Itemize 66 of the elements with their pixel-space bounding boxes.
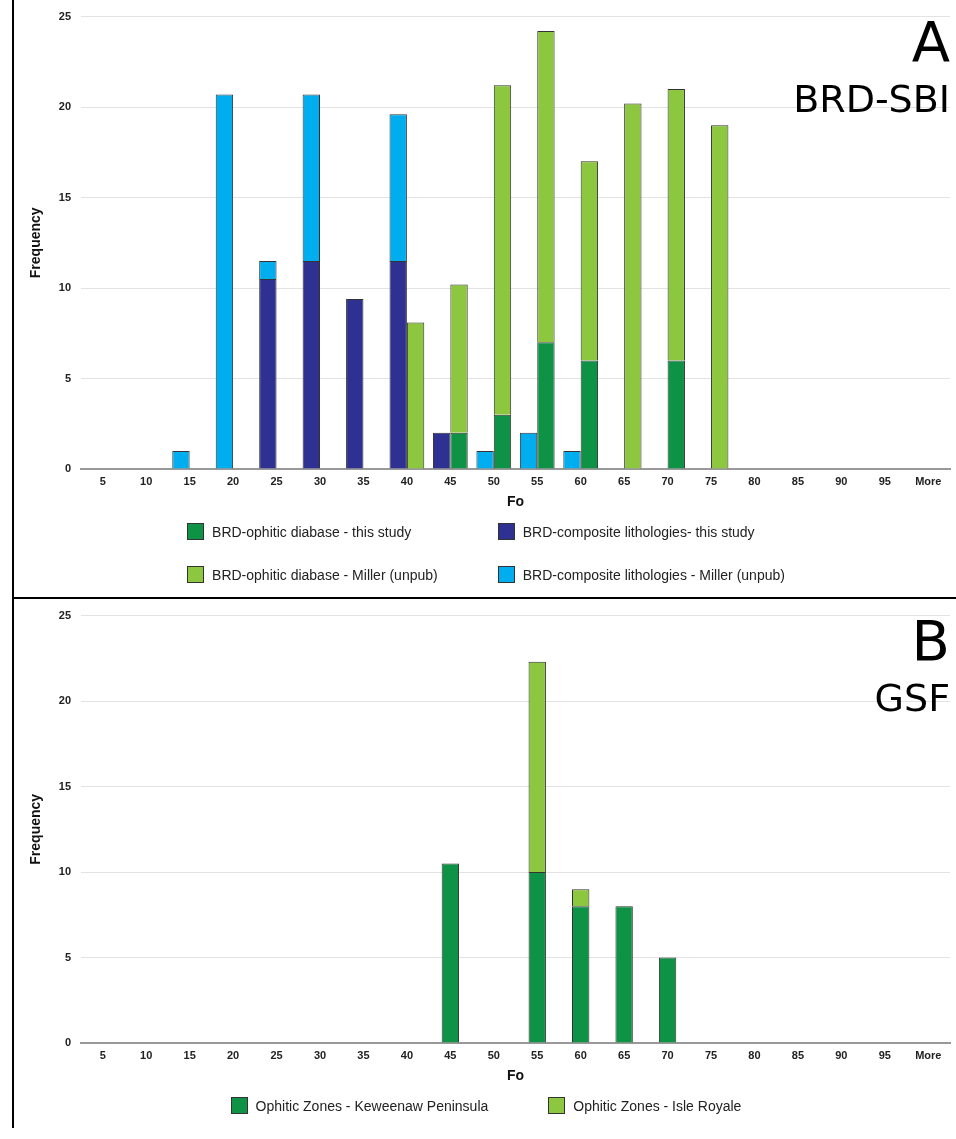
y-tick-label: 0 (64, 1036, 72, 1049)
x-tick-label: More (915, 1048, 942, 1061)
x-tick-label: 40 (400, 1048, 414, 1061)
x-tick-label: 35 (357, 1048, 370, 1061)
x-tick-label: 30 (313, 474, 327, 487)
x-tick-label: 95 (878, 1048, 891, 1061)
x-tick-label: 15 (183, 1048, 196, 1061)
x-tick-label: 20 (226, 474, 240, 487)
x-tick-label: 50 (487, 474, 500, 487)
x-tick-label: 5 (99, 474, 106, 487)
legend-label: BRD-ophitic diabase - this study (212, 523, 412, 540)
x-tick-label: 45 (444, 1048, 457, 1061)
x-tick-label: 60 (574, 474, 587, 487)
legend-label: Ophitic Zones - Isle Royale (573, 1097, 742, 1114)
x-tick-label: 75 (704, 474, 718, 487)
x-tick-label: 85 (791, 1048, 805, 1061)
y-tick-label: 10 (58, 281, 72, 294)
x-tick-label: 60 (574, 1048, 587, 1061)
x-tick-label: 10 (140, 1048, 153, 1061)
x-tick-label: 65 (618, 474, 631, 487)
y-tick-label: 10 (58, 865, 72, 878)
x-tick-label: 80 (748, 474, 761, 487)
y-tick-label: 25 (58, 608, 72, 621)
y-tick-label: 15 (58, 190, 72, 203)
x-tick-label: 55 (531, 1048, 544, 1061)
x-tick-label: 25 (270, 474, 283, 487)
x-tick-label: 20 (226, 1048, 240, 1061)
x-tick-label: 75 (704, 1048, 718, 1061)
y-tick-label: 0 (64, 462, 72, 475)
legend-label: BRD-composite lithologies- this study (522, 523, 755, 540)
text: GSF (874, 676, 950, 720)
y-tick-label: 20 (58, 100, 72, 113)
chart-title: A (911, 9, 950, 74)
x-tick-label: 10 (140, 474, 153, 487)
y-tick-label: 5 (64, 950, 72, 963)
y-tick-label: 25 (58, 9, 72, 22)
x-tick-label: 55 (531, 474, 544, 487)
x-tick-label: 25 (270, 1048, 283, 1061)
x-tick-label: 65 (618, 1048, 631, 1061)
x-tick-label: 50 (487, 1048, 500, 1061)
x-tick-label: 90 (835, 474, 848, 487)
legend-label: BRD-composite lithologies - Miller (unpub) (522, 566, 785, 583)
x-tick-label: 70 (661, 474, 674, 487)
x-tick-label: 95 (878, 474, 891, 487)
y-axis-title: Frequency (27, 207, 44, 279)
x-tick-label: 40 (400, 474, 414, 487)
x-tick-label: 5 (99, 1048, 106, 1061)
y-tick-label: 20 (58, 694, 72, 707)
x-tick-label: 35 (357, 474, 370, 487)
x-tick-label: 85 (791, 474, 805, 487)
legend-label: Ophitic Zones - Keweenaw Peninsula (255, 1097, 489, 1114)
legend-label: BRD-ophitic diabase - Miller (unpub) (212, 566, 438, 583)
x-axis-title: Fo (506, 1067, 525, 1084)
x-tick-label: 70 (661, 1048, 674, 1061)
y-axis-title: Frequency (27, 793, 44, 865)
x-tick-label: 80 (748, 1048, 761, 1061)
x-tick-label: 90 (835, 1048, 848, 1061)
x-axis-title: Fo (506, 493, 525, 510)
text: BRD-SBI (793, 77, 950, 121)
x-tick-label: More (915, 474, 942, 487)
x-tick-label: 30 (313, 1048, 327, 1061)
chart-title: B (911, 608, 950, 673)
x-tick-label: 15 (183, 474, 196, 487)
x-tick-label: 45 (444, 474, 457, 487)
y-tick-label: 15 (58, 779, 72, 792)
y-tick-label: 5 (64, 371, 72, 384)
